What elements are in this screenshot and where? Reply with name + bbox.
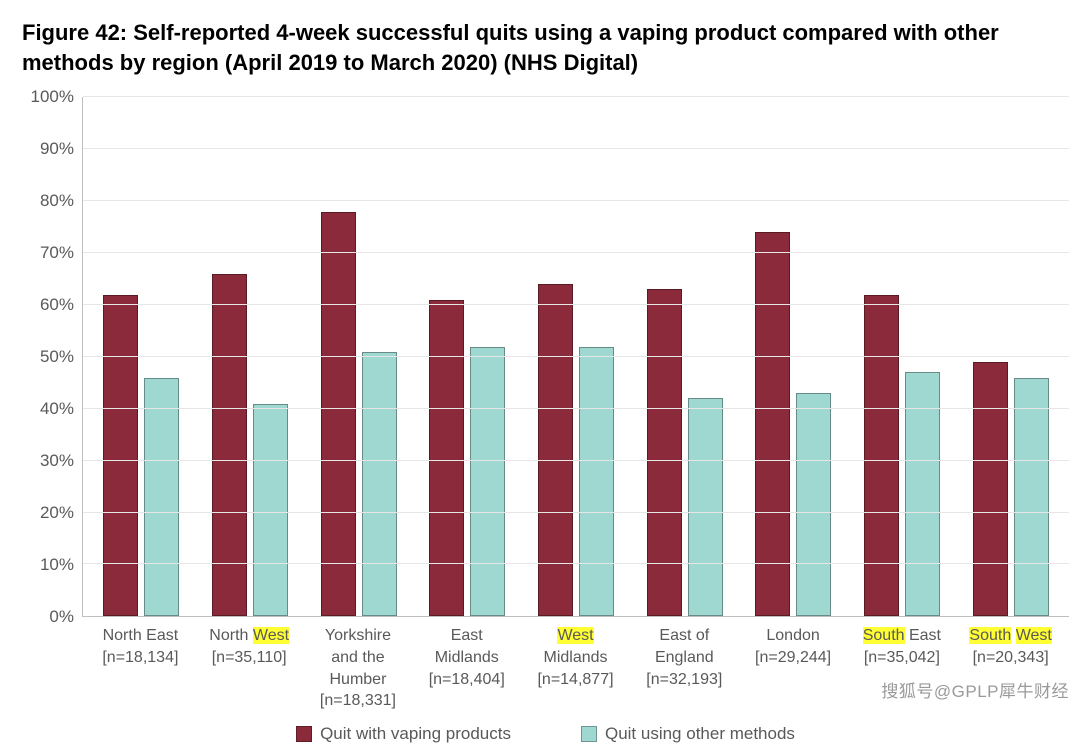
- y-tick-label: 0%: [49, 607, 74, 627]
- bar-other: [905, 372, 940, 616]
- bar-vaping: [212, 274, 247, 617]
- y-tick-label: 100%: [31, 87, 74, 107]
- x-axis-label: South East[n=35,042]: [847, 625, 956, 711]
- x-axis-label: Yorkshireand theHumber[n=18,331]: [304, 625, 413, 711]
- bar-other: [253, 404, 288, 617]
- bars-layer: [83, 97, 1069, 616]
- legend-item: Quit using other methods: [581, 724, 795, 744]
- gridline: [83, 304, 1069, 305]
- legend-swatch: [296, 726, 312, 742]
- bar-group: [429, 97, 505, 616]
- bar-other: [688, 398, 723, 616]
- gridline: [83, 200, 1069, 201]
- y-tick-label: 30%: [40, 451, 74, 471]
- plot-area: [82, 97, 1069, 617]
- bar-group: [647, 97, 723, 616]
- bar-other: [579, 347, 614, 617]
- y-tick-label: 10%: [40, 555, 74, 575]
- y-tick-label: 50%: [40, 347, 74, 367]
- bar-other: [362, 352, 397, 617]
- x-axis-label: South West[n=20,343]: [956, 625, 1065, 711]
- y-tick-label: 40%: [40, 399, 74, 419]
- bar-vaping: [103, 295, 138, 617]
- y-axis: 0%10%20%30%40%50%60%70%80%90%100%: [22, 97, 82, 617]
- legend-label: Quit with vaping products: [320, 724, 511, 744]
- y-tick-label: 80%: [40, 191, 74, 211]
- legend-swatch: [581, 726, 597, 742]
- bar-other: [144, 378, 179, 617]
- x-axis-label: WestMidlands[n=14,877]: [521, 625, 630, 711]
- bar-group: [864, 97, 940, 616]
- bar-group: [973, 97, 1049, 616]
- legend: Quit with vaping products Quit using othe…: [22, 724, 1069, 744]
- bar-vaping: [538, 284, 573, 616]
- gridline: [83, 356, 1069, 357]
- gridline: [83, 512, 1069, 513]
- bar-other: [470, 347, 505, 617]
- bar-group: [212, 97, 288, 616]
- legend-item: Quit with vaping products: [296, 724, 511, 744]
- gridline: [83, 408, 1069, 409]
- y-tick-label: 20%: [40, 503, 74, 523]
- bar-vaping: [864, 295, 899, 617]
- bar-group: [103, 97, 179, 616]
- legend-label: Quit using other methods: [605, 724, 795, 744]
- y-tick-label: 60%: [40, 295, 74, 315]
- gridline: [83, 252, 1069, 253]
- bar-group: [321, 97, 397, 616]
- bar-vaping: [429, 300, 464, 617]
- x-axis-label: North West[n=35,110]: [195, 625, 304, 711]
- bar-group: [538, 97, 614, 616]
- x-axis-label: East ofEngland[n=32,193]: [630, 625, 739, 711]
- gridline: [83, 148, 1069, 149]
- bar-vaping: [973, 362, 1008, 616]
- x-axis-label: North East[n=18,134]: [86, 625, 195, 711]
- bar-group: [755, 97, 831, 616]
- chart-title: Figure 42: Self-reported 4-week successf…: [22, 18, 1069, 77]
- gridline: [83, 460, 1069, 461]
- bar-other: [796, 393, 831, 616]
- x-axis-label: EastMidlands[n=18,404]: [412, 625, 521, 711]
- bar-vaping: [647, 289, 682, 616]
- y-tick-label: 70%: [40, 243, 74, 263]
- chart-area: 0%10%20%30%40%50%60%70%80%90%100%: [22, 97, 1069, 617]
- y-tick-label: 90%: [40, 139, 74, 159]
- x-axis-labels: North East[n=18,134]North West[n=35,110]…: [82, 617, 1069, 711]
- gridline: [83, 96, 1069, 97]
- gridline: [83, 563, 1069, 564]
- bar-other: [1014, 378, 1049, 617]
- x-axis-label: London[n=29,244]: [739, 625, 848, 711]
- bar-vaping: [321, 212, 356, 617]
- bar-vaping: [755, 232, 790, 616]
